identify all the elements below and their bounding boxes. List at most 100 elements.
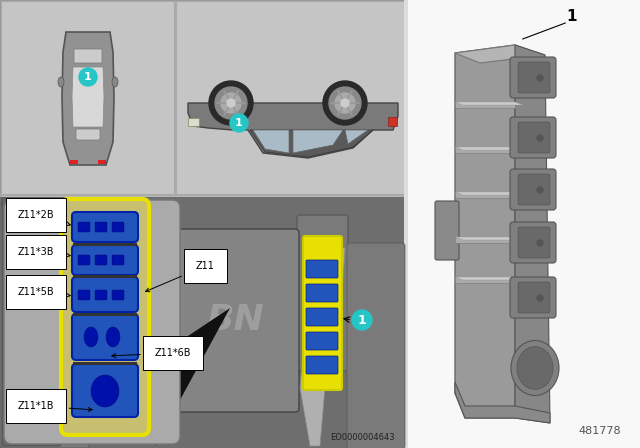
FancyBboxPatch shape xyxy=(95,255,107,265)
FancyBboxPatch shape xyxy=(171,229,299,412)
FancyBboxPatch shape xyxy=(510,277,556,318)
FancyBboxPatch shape xyxy=(95,290,107,300)
Circle shape xyxy=(537,187,543,193)
Circle shape xyxy=(227,99,235,107)
Bar xyxy=(455,102,515,108)
Circle shape xyxy=(537,75,543,81)
Ellipse shape xyxy=(112,77,118,87)
FancyBboxPatch shape xyxy=(78,290,90,300)
Text: Z11: Z11 xyxy=(145,261,215,292)
FancyBboxPatch shape xyxy=(72,277,138,312)
Polygon shape xyxy=(455,147,523,150)
Bar xyxy=(70,160,78,164)
Circle shape xyxy=(79,68,97,86)
FancyBboxPatch shape xyxy=(4,200,180,444)
Bar xyxy=(73,243,137,246)
Bar xyxy=(176,1,404,194)
Text: Z11*1B: Z11*1B xyxy=(18,401,92,411)
Circle shape xyxy=(230,114,248,132)
Polygon shape xyxy=(455,192,523,195)
FancyBboxPatch shape xyxy=(189,119,200,126)
FancyBboxPatch shape xyxy=(518,174,550,205)
Bar xyxy=(73,313,137,316)
FancyBboxPatch shape xyxy=(518,282,550,313)
Polygon shape xyxy=(455,45,515,418)
Text: BN: BN xyxy=(206,303,264,337)
Bar xyxy=(404,0,408,448)
FancyBboxPatch shape xyxy=(72,212,138,242)
FancyBboxPatch shape xyxy=(303,236,342,390)
FancyBboxPatch shape xyxy=(112,222,124,232)
Bar xyxy=(0,0,405,448)
Ellipse shape xyxy=(511,340,559,396)
Bar xyxy=(73,275,137,278)
Polygon shape xyxy=(455,45,545,63)
Circle shape xyxy=(335,93,355,113)
Bar xyxy=(408,0,640,448)
Circle shape xyxy=(537,295,543,301)
FancyBboxPatch shape xyxy=(76,129,100,140)
Bar xyxy=(455,277,515,283)
Polygon shape xyxy=(250,130,373,157)
Polygon shape xyxy=(455,237,523,240)
FancyBboxPatch shape xyxy=(72,245,138,275)
FancyBboxPatch shape xyxy=(510,222,556,263)
FancyBboxPatch shape xyxy=(112,255,124,265)
Circle shape xyxy=(209,81,253,125)
FancyBboxPatch shape xyxy=(306,284,338,302)
FancyBboxPatch shape xyxy=(78,255,90,265)
Text: EO0000004643: EO0000004643 xyxy=(330,433,395,442)
Bar xyxy=(0,194,405,196)
Circle shape xyxy=(537,240,543,246)
FancyBboxPatch shape xyxy=(510,57,556,98)
FancyBboxPatch shape xyxy=(72,364,138,417)
Polygon shape xyxy=(455,382,550,423)
FancyBboxPatch shape xyxy=(518,122,550,153)
FancyBboxPatch shape xyxy=(0,204,89,448)
FancyBboxPatch shape xyxy=(435,201,459,260)
Polygon shape xyxy=(62,32,114,165)
Text: 1: 1 xyxy=(235,118,243,128)
Polygon shape xyxy=(188,103,398,158)
Ellipse shape xyxy=(58,77,64,87)
Polygon shape xyxy=(2,198,85,446)
Circle shape xyxy=(352,310,372,330)
Polygon shape xyxy=(515,45,550,423)
Ellipse shape xyxy=(517,346,553,389)
Bar xyxy=(455,237,515,243)
Bar xyxy=(455,192,515,198)
Bar xyxy=(0,197,405,448)
FancyBboxPatch shape xyxy=(112,290,124,300)
FancyBboxPatch shape xyxy=(61,199,149,435)
Bar xyxy=(1,1,174,194)
Text: 1: 1 xyxy=(84,72,92,82)
Bar xyxy=(73,362,137,365)
Circle shape xyxy=(323,81,367,125)
Ellipse shape xyxy=(91,375,119,407)
FancyBboxPatch shape xyxy=(388,117,397,126)
Bar xyxy=(455,147,515,153)
Polygon shape xyxy=(300,248,345,446)
FancyBboxPatch shape xyxy=(510,169,556,210)
Text: Z11*2B: Z11*2B xyxy=(18,210,70,226)
FancyBboxPatch shape xyxy=(306,260,338,278)
FancyBboxPatch shape xyxy=(95,222,107,232)
Circle shape xyxy=(329,87,361,119)
Circle shape xyxy=(215,87,247,119)
Ellipse shape xyxy=(106,327,120,347)
Polygon shape xyxy=(253,130,289,153)
FancyBboxPatch shape xyxy=(297,215,348,371)
FancyBboxPatch shape xyxy=(306,356,338,374)
Circle shape xyxy=(537,135,543,141)
FancyBboxPatch shape xyxy=(347,243,405,448)
Bar xyxy=(175,1,177,194)
Text: 1: 1 xyxy=(567,9,577,23)
FancyBboxPatch shape xyxy=(74,49,102,63)
Text: 481778: 481778 xyxy=(579,426,621,436)
Text: 1: 1 xyxy=(358,314,366,327)
Polygon shape xyxy=(155,308,230,446)
FancyBboxPatch shape xyxy=(518,227,550,258)
FancyBboxPatch shape xyxy=(72,314,138,360)
Text: Z11*6B: Z11*6B xyxy=(112,348,191,358)
Circle shape xyxy=(221,93,241,113)
